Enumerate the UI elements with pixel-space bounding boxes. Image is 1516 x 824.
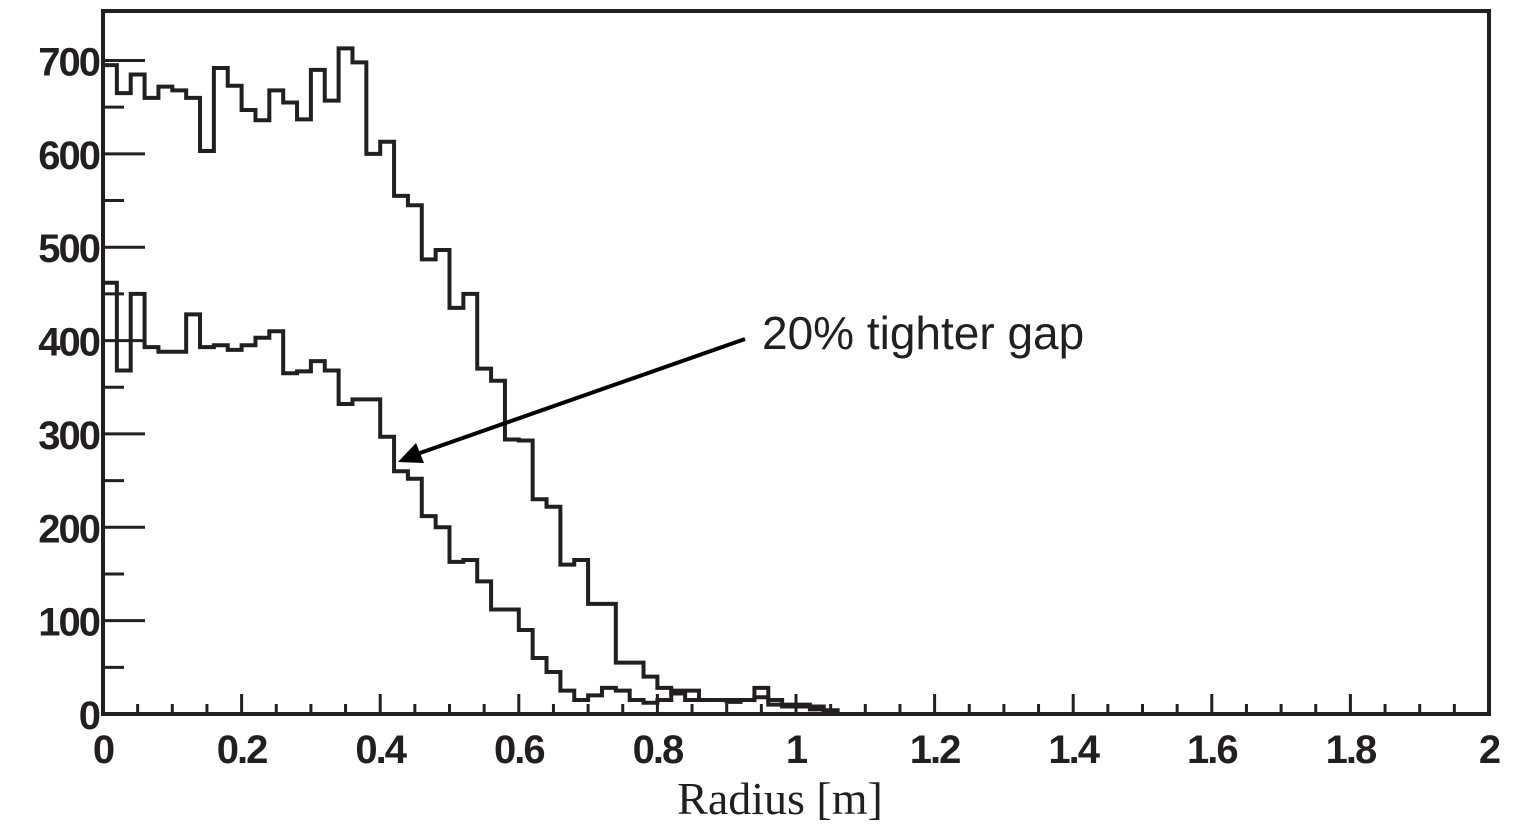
y-tick-label: 400: [38, 321, 99, 365]
annotation-arrowhead: [398, 443, 424, 463]
y-tick-label: 700: [38, 41, 99, 85]
x-tick-label: 0.8: [633, 728, 684, 772]
y-tick-label: 100: [38, 601, 99, 645]
series-layer: [101, 46, 840, 714]
series-2: [101, 280, 840, 714]
series-1: [101, 46, 840, 714]
plot-frame: [101, 9, 1491, 716]
x-tick-label: 0.4: [355, 728, 407, 772]
annotation-arrow-shaft: [419, 337, 746, 455]
x-tick-label: 0.2: [217, 728, 267, 772]
y-tick-label: 200: [38, 507, 99, 551]
annotation: 20% tighter gap: [398, 307, 1084, 463]
x-tick-label: 1.4: [1048, 728, 1100, 772]
x-tick-label: 2: [1479, 728, 1500, 772]
series-2-line: [101, 280, 840, 714]
series-1-line: [101, 46, 840, 714]
y-tick-label: 0: [79, 694, 100, 738]
x-tick-label: 1.8: [1326, 728, 1377, 772]
y-tick-label: 500: [38, 227, 99, 271]
y-tick-label: 600: [38, 134, 99, 178]
x-axis-label: Radius [m]: [677, 773, 883, 824]
axis-ticks: [101, 59, 1491, 716]
x-tick-labels: 0 0.2 0.4 0.6 0.8 1 1.2 1.4 1.6 1.8 2: [93, 728, 1502, 772]
annotation-text: 20% tighter gap: [762, 307, 1084, 359]
y-tick-label: 300: [38, 414, 99, 458]
y-tick-labels: 0 100 200 300 400 500 600 700: [38, 41, 102, 739]
x-tick-label: 1: [786, 728, 808, 772]
x-tick-label: 1.2: [910, 728, 960, 772]
x-tick-label: 0.6: [494, 728, 544, 772]
x-tick-label: 1.6: [1187, 728, 1237, 772]
x-tick-label: 0: [93, 728, 114, 772]
